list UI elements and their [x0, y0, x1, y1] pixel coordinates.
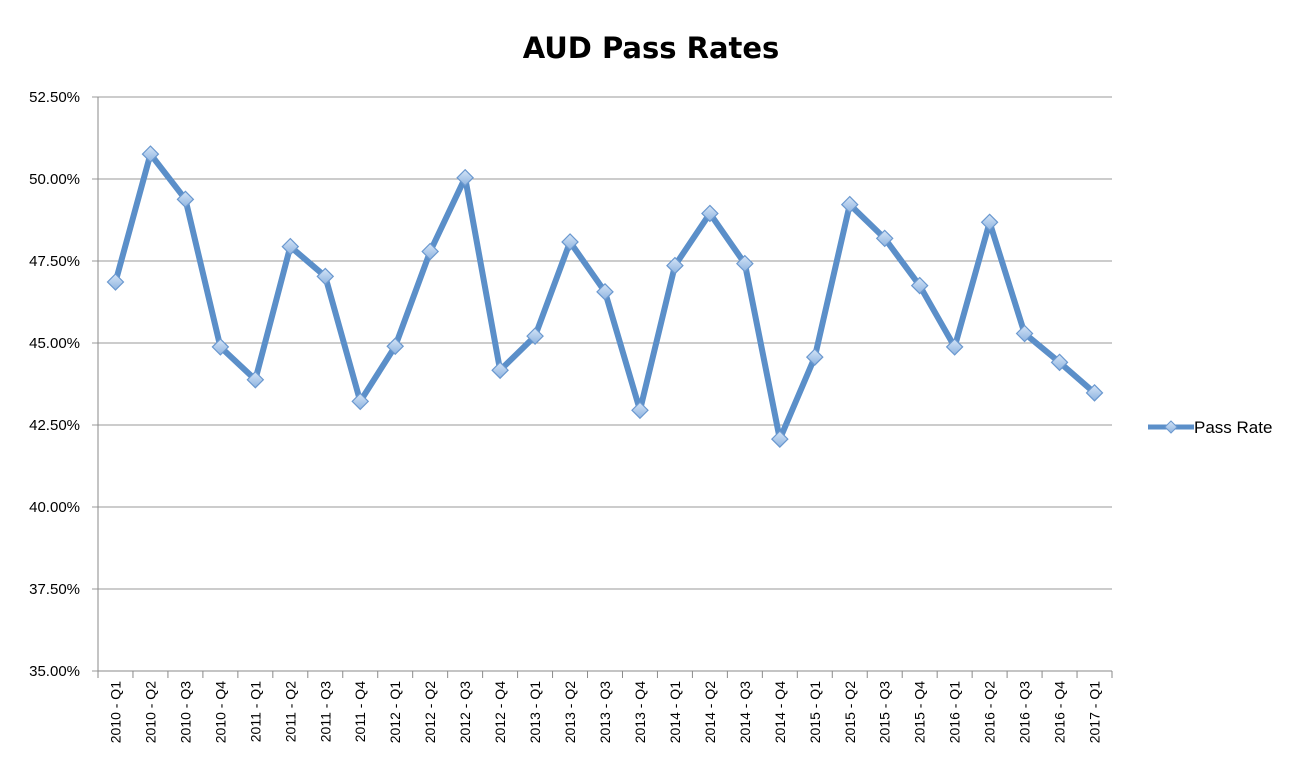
data-point-marker	[945, 338, 964, 356]
data-point-marker	[1050, 353, 1069, 372]
data-point-marker	[176, 190, 195, 209]
data-point-marker	[910, 276, 929, 295]
data-point-marker	[106, 273, 125, 291]
x-tick-label: 2011 - Q1	[247, 681, 263, 742]
data-point-marker	[1015, 324, 1034, 343]
y-tick-label: 45.00%	[29, 335, 80, 352]
data-point-marker	[666, 256, 684, 275]
data-point-marker	[211, 338, 230, 356]
data-point-marker	[456, 168, 474, 187]
data-point-marker	[386, 337, 405, 356]
x-tick-label: 2015 - Q3	[877, 681, 893, 743]
x-tick-label: 2013 - Q3	[597, 681, 613, 743]
data-point-marker	[770, 430, 789, 448]
data-point-marker	[631, 401, 649, 420]
x-tick-label: 2010 - Q4	[212, 681, 228, 743]
x-tick-label: 2015 - Q1	[807, 681, 823, 743]
x-tick-label: 2013 - Q4	[632, 681, 648, 743]
x-tick-label: 2016 - Q4	[1052, 681, 1068, 743]
y-tick-label: 40.00%	[29, 499, 80, 516]
x-axis: 2010 - Q1 2010 - Q2 2010 - Q3 2010 - Q4 2011…	[97, 97, 1113, 743]
data-point-marker	[421, 242, 440, 261]
x-tick-label: 2014 - Q1	[667, 681, 683, 743]
data-point-marker	[491, 361, 509, 380]
x-tick-label: 2013 - Q1	[527, 681, 543, 743]
x-tick-label: 2017 - Q1	[1087, 681, 1103, 743]
x-tick-label: 2015 - Q4	[912, 681, 928, 743]
data-point-marker	[246, 370, 265, 389]
x-tick-label: 2011 - Q3	[317, 681, 333, 742]
data-point-marker	[526, 327, 544, 345]
y-axis-ticks: 35.00% 37.50% 40.00% 42.50% 45.00% 47.50% 50.0…	[29, 89, 80, 680]
data-point-marker	[980, 213, 999, 232]
chart-title: AUD Pass Rates	[523, 31, 780, 65]
y-tick-label: 50.00%	[29, 171, 80, 188]
legend: Pass Rate	[1148, 418, 1272, 437]
data-point-marker	[875, 229, 894, 248]
data-point-marker	[840, 195, 859, 214]
data-point-marker	[596, 282, 614, 301]
x-tick-label: 2010 - Q1	[107, 681, 123, 743]
data-point-marker	[805, 348, 824, 366]
x-tick-label: 2011 - Q4	[352, 681, 368, 742]
gridlines	[92, 96, 1112, 672]
x-tick-label: 2016 - Q2	[982, 681, 998, 743]
x-tick-label: 2016 - Q3	[1017, 681, 1033, 743]
y-tick-label: 52.50%	[29, 89, 80, 106]
x-tick-label: 2012 - Q2	[422, 681, 438, 743]
data-point-marker	[1085, 384, 1104, 402]
legend-label-pass-rate: Pass Rate	[1194, 418, 1272, 437]
x-tick-label: 2011 - Q2	[282, 681, 298, 742]
data-point-marker	[736, 254, 754, 273]
x-tick-label: 2014 - Q4	[772, 681, 788, 743]
legend-marker-icon	[1164, 420, 1178, 434]
data-point-marker	[141, 145, 160, 163]
y-tick-label: 37.50%	[29, 581, 80, 598]
data-point-marker	[561, 233, 579, 251]
data-point-marker	[351, 392, 370, 411]
y-tick-label: 47.50%	[29, 253, 80, 270]
series-pass-rate	[106, 145, 1104, 448]
x-tick-label: 2012 - Q3	[457, 681, 473, 743]
y-tick-label: 42.50%	[29, 417, 80, 434]
y-tick-label: 35.00%	[29, 663, 80, 680]
x-tick-label: 2014 - Q2	[702, 681, 718, 743]
x-tick-label: 2013 - Q2	[562, 681, 578, 743]
x-tick-label: 2012 - Q1	[387, 681, 403, 743]
data-point-marker	[701, 204, 719, 223]
x-tick-label: 2016 - Q1	[947, 681, 963, 743]
x-tick-label: 2010 - Q3	[177, 681, 193, 743]
x-tick-label: 2010 - Q2	[142, 681, 158, 743]
x-tick-label: 2015 - Q2	[842, 681, 858, 743]
x-tick-label: 2014 - Q3	[737, 681, 753, 743]
data-point-marker	[316, 267, 335, 286]
data-point-marker	[281, 237, 300, 256]
x-tick-label: 2012 - Q4	[492, 681, 508, 743]
